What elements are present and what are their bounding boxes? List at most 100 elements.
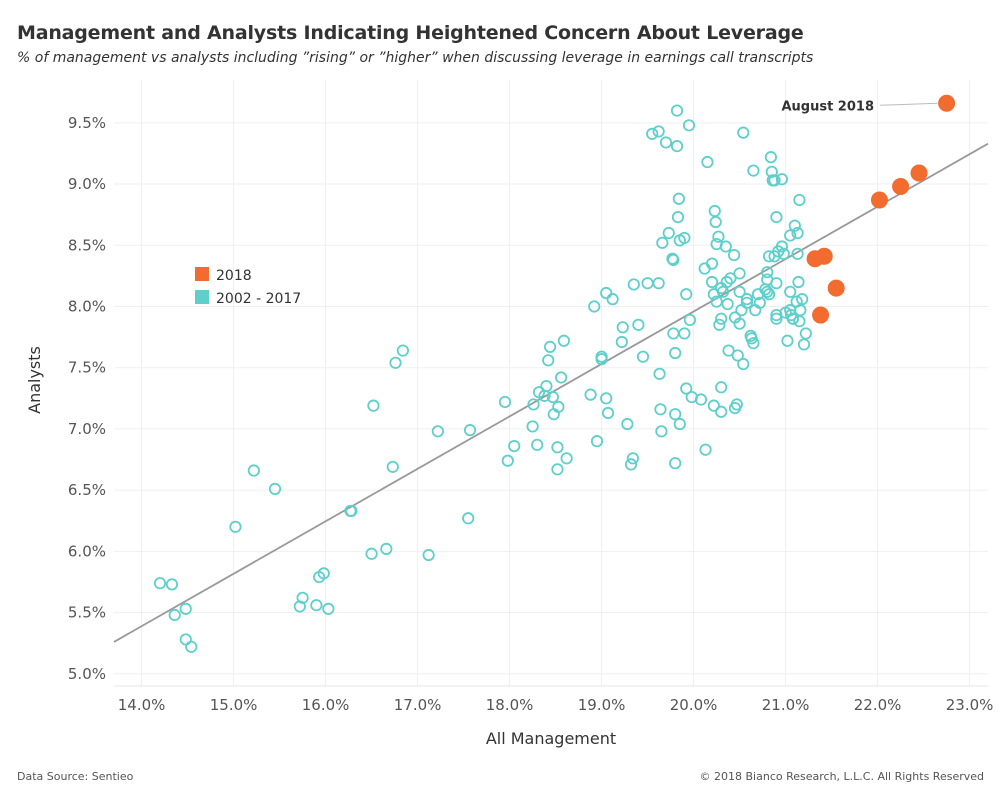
- data-point-2002-2017: [733, 267, 746, 280]
- data-point-2002-2017: [590, 435, 604, 448]
- data-point-2002-2017: [740, 293, 754, 306]
- data-point-2002-2017: [168, 608, 181, 622]
- data-point-2002-2017: [721, 297, 734, 311]
- data-point-2002-2017: [680, 288, 693, 301]
- data-point-2002-2017: [462, 512, 475, 525]
- data-point-2002-2017: [678, 327, 691, 340]
- data-point-2002-2017: [627, 278, 640, 291]
- legend-label-2002-2017: 2002 - 2017: [216, 291, 301, 307]
- data-point-2002-2017: [551, 441, 564, 454]
- data-point-2002-2017: [682, 119, 696, 132]
- data-point-2002-2017: [646, 127, 659, 140]
- data-point-2002-2017: [229, 520, 242, 533]
- data-point-2002-2017: [600, 392, 613, 405]
- data-point-2002-2017: [552, 400, 565, 413]
- data-point-2002-2017: [317, 567, 330, 580]
- legend-swatch-2002-2017: [195, 290, 209, 304]
- y-tick-label: 9.5%: [68, 114, 106, 132]
- data-point-2002-2017: [720, 275, 733, 289]
- data-point-2002-2017: [667, 253, 680, 267]
- data-point-2002-2017: [367, 399, 380, 412]
- data-point-2002-2017: [747, 164, 760, 177]
- data-point-2002-2017: [672, 192, 685, 205]
- data-point-2002-2017: [777, 247, 790, 260]
- data-point-2002-2017: [527, 398, 540, 411]
- gridlines: [114, 80, 988, 686]
- data-point-2002-2017: [761, 285, 774, 298]
- data-point-2002-2017: [784, 285, 797, 298]
- data-point-2002-2017: [669, 346, 682, 360]
- data-point-2002-2017: [606, 293, 619, 306]
- data-point-2002-2017: [540, 379, 553, 393]
- data-point-2002-2017: [786, 312, 800, 325]
- data-point-2002-2017: [616, 321, 629, 334]
- y-tick-label: 6.5%: [68, 481, 106, 499]
- data-point-2002-2017: [701, 155, 714, 169]
- data-point-2002-2017: [508, 439, 521, 453]
- data-point-2002-2017: [310, 599, 323, 612]
- data-point-2002-2017: [670, 140, 684, 153]
- data-point-2002-2017: [601, 406, 615, 420]
- data-point-2018: [910, 164, 928, 182]
- legend-swatch-2018: [195, 267, 209, 281]
- data-point-2002-2017: [345, 504, 358, 518]
- data-point-2002-2017: [247, 464, 260, 477]
- y-tick-label: 5.5%: [68, 604, 106, 622]
- data-point-2002-2017: [365, 547, 378, 560]
- data-point-2018: [938, 94, 956, 112]
- data-point-2002-2017: [656, 236, 669, 249]
- data-point-2002-2017: [463, 424, 477, 437]
- y-tick-label: 6.0%: [68, 542, 106, 560]
- x-tick-label: 22.0%: [854, 696, 902, 714]
- data-point-2002-2017: [768, 174, 781, 187]
- data-point-2002-2017: [543, 340, 557, 353]
- data-point-2002-2017: [153, 577, 167, 590]
- data-point-2002-2017: [730, 398, 743, 411]
- data-point-2002-2017: [662, 226, 675, 240]
- y-tick-label: 8.0%: [68, 297, 106, 315]
- data-point-2002-2017: [715, 381, 728, 394]
- data-point-2002-2017: [788, 219, 801, 232]
- copyright-note: © 2018 Bianco Research, L.L.C. All Right…: [699, 770, 984, 783]
- data-point-2002-2017: [498, 395, 512, 409]
- data-point-2002-2017: [707, 399, 720, 412]
- data-point-2002-2017: [584, 388, 597, 401]
- data-point-2002-2017: [713, 318, 726, 331]
- y-tick-label: 5.0%: [68, 665, 106, 683]
- data-point-2002-2017: [794, 304, 807, 317]
- data-point-2018: [806, 250, 824, 268]
- data-point-2002-2017: [705, 275, 719, 289]
- data-point-2002-2017: [654, 403, 667, 416]
- data-point-2002-2017: [733, 285, 746, 298]
- data-point-2002-2017: [727, 248, 741, 262]
- x-tick-label: 14.0%: [118, 696, 166, 714]
- data-point-2002-2017: [600, 286, 613, 300]
- data-point-2002-2017: [268, 482, 282, 495]
- data-point-2002-2017: [621, 417, 634, 431]
- chart-subtitle: % of management vs analysts including ”r…: [17, 50, 814, 66]
- data-point-2002-2017: [669, 457, 682, 470]
- legend-label-2018: 2018: [216, 268, 252, 284]
- x-tick-label: 19.0%: [578, 696, 626, 714]
- data-point-2002-2017: [770, 211, 783, 224]
- data-point-2002-2017: [655, 425, 668, 438]
- data-point-2002-2017: [791, 226, 804, 240]
- data-point-2002-2017: [615, 335, 628, 349]
- data-point-2002-2017: [673, 417, 686, 431]
- annotation-group: August 2018: [781, 99, 938, 114]
- data-point-2002-2017: [709, 215, 722, 229]
- data-point-2002-2017: [422, 548, 435, 562]
- series-2002-2017: [153, 104, 812, 653]
- data-point-2002-2017: [737, 357, 750, 371]
- data-point-2002-2017: [659, 136, 673, 149]
- data-point-2002-2017: [710, 295, 723, 308]
- data-point-2002-2017: [531, 438, 544, 451]
- data-point-2002-2017: [715, 405, 728, 418]
- data-point-2002-2017: [699, 443, 712, 456]
- data-point-2002-2017: [557, 334, 570, 347]
- data-point-2002-2017: [542, 354, 555, 367]
- x-tick-label: 21.0%: [762, 696, 810, 714]
- x-tick-label: 17.0%: [394, 696, 442, 714]
- data-point-2002-2017: [733, 317, 746, 330]
- data-point-2002-2017: [724, 272, 737, 285]
